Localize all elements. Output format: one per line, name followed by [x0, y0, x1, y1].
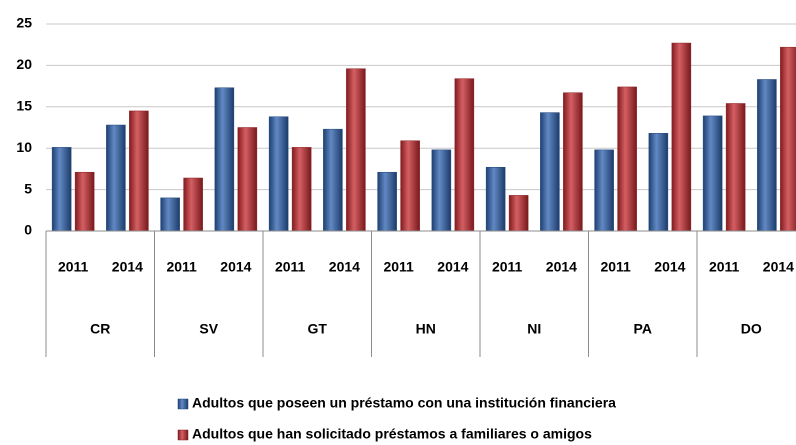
bar: [671, 42, 692, 232]
x-tick-label: 2014: [654, 259, 685, 275]
bar: [106, 124, 126, 232]
y-tick-label: 10: [16, 139, 32, 155]
bar: [648, 133, 669, 232]
group-label: GT: [308, 321, 328, 337]
x-tick-label: 2011: [275, 259, 306, 275]
bar: [323, 128, 343, 232]
y-tick-label: 15: [16, 98, 32, 114]
y-tick-label: 5: [24, 180, 32, 196]
group-label: HN: [416, 321, 436, 337]
bar: [780, 46, 796, 232]
group-label: CR: [90, 321, 110, 337]
x-tick-label: 2014: [329, 259, 360, 275]
legend-swatch: [177, 429, 189, 441]
bar: [214, 87, 235, 232]
bar: [129, 110, 149, 232]
x-tick-label: 2011: [492, 259, 523, 275]
bar: [540, 112, 560, 232]
y-tick-label: 0: [24, 222, 32, 238]
bar: [563, 92, 583, 232]
bar: [508, 195, 529, 232]
bar: [346, 68, 366, 232]
x-tick-label: 2014: [112, 259, 143, 275]
group-label: SV: [199, 321, 218, 337]
bar: [431, 149, 452, 232]
x-tick-label: 2011: [58, 259, 89, 275]
legend-swatch: [177, 398, 189, 410]
bar: [757, 79, 777, 232]
bar: [454, 78, 475, 232]
bar: [183, 177, 203, 232]
bar: [51, 147, 72, 232]
group-label: NI: [527, 321, 541, 337]
x-tick-label: 2014: [546, 259, 577, 275]
bar: [237, 127, 258, 232]
x-tick-label: 2014: [437, 259, 468, 275]
x-tick-label: 2011: [600, 259, 631, 275]
x-tick-label: 2014: [220, 259, 251, 275]
x-tick-label: 2011: [166, 259, 197, 275]
bar: [485, 166, 506, 232]
y-tick-label: 20: [16, 56, 32, 72]
bar: [268, 116, 289, 232]
bar: [291, 147, 312, 232]
legend-label: Adultos que han solicitado préstamos a f…: [192, 426, 592, 442]
bar: [160, 197, 180, 232]
bar: [617, 86, 637, 232]
group-label: PA: [634, 321, 652, 337]
bar: [74, 171, 95, 232]
bar: [377, 171, 397, 232]
bar: [725, 103, 746, 232]
bar: [702, 115, 723, 232]
x-tick-label: 2011: [383, 259, 414, 275]
group-label: DO: [741, 321, 762, 337]
x-tick-label: 2011: [709, 259, 740, 275]
bar: [400, 140, 420, 232]
legend-label: Adultos que poseen un préstamo con una i…: [192, 395, 616, 411]
y-tick-label: 25: [16, 15, 32, 31]
bar: [594, 149, 614, 232]
x-tick-label: 2014: [763, 259, 794, 275]
